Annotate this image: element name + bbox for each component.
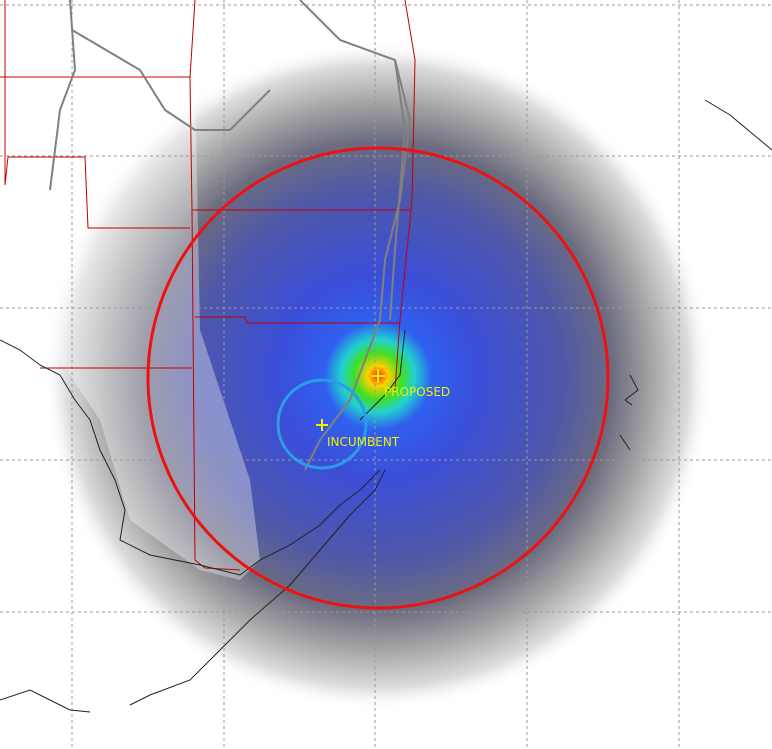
proposed-contour — [146, 146, 610, 610]
proposed-label: PROPOSED — [384, 385, 450, 399]
incumbent-label: INCUMBENT — [327, 435, 400, 449]
roads — [49, 0, 412, 471]
site-markers — [316, 369, 385, 431]
incumbent-contour — [276, 378, 368, 470]
coastline — [0, 99, 772, 713]
land-shading — [0, 80, 260, 580]
